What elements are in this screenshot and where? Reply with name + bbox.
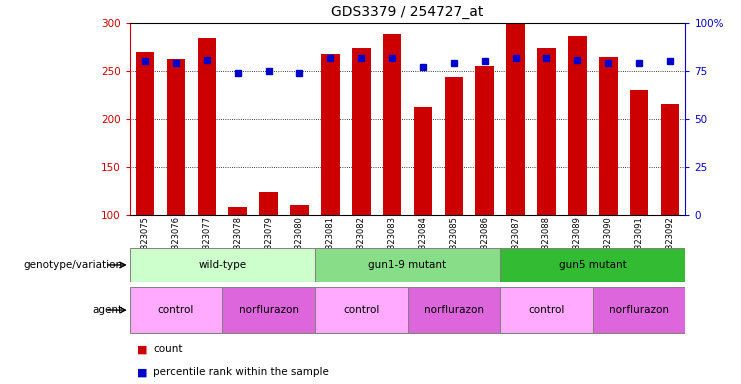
Text: genotype/variation: genotype/variation <box>23 260 122 270</box>
Text: control: control <box>158 305 194 315</box>
Bar <box>130 287 222 333</box>
Bar <box>500 248 685 281</box>
Bar <box>599 56 617 215</box>
Bar <box>413 107 432 215</box>
Bar <box>315 287 408 333</box>
Bar <box>568 36 587 215</box>
Bar <box>476 66 494 215</box>
Bar <box>352 48 370 215</box>
Title: GDS3379 / 254727_at: GDS3379 / 254727_at <box>331 5 484 19</box>
Text: agent: agent <box>92 305 122 315</box>
Bar <box>228 207 247 215</box>
Text: norflurazon: norflurazon <box>424 305 484 315</box>
Text: control: control <box>528 305 565 315</box>
Bar <box>259 192 278 215</box>
Bar <box>130 248 315 281</box>
Bar <box>321 54 339 215</box>
Bar <box>445 77 463 215</box>
Bar <box>383 34 402 215</box>
Bar <box>136 52 154 215</box>
Bar <box>506 23 525 215</box>
Bar <box>290 205 309 215</box>
Text: gun1-9 mutant: gun1-9 mutant <box>368 260 447 270</box>
Text: norflurazon: norflurazon <box>609 305 669 315</box>
Bar <box>661 104 679 215</box>
Text: ■: ■ <box>137 367 147 377</box>
Bar <box>630 90 648 215</box>
Text: percentile rank within the sample: percentile rank within the sample <box>153 367 329 377</box>
Text: wild-type: wild-type <box>199 260 246 270</box>
Bar <box>198 38 216 215</box>
Bar <box>315 248 500 281</box>
Bar <box>593 287 685 333</box>
Bar <box>408 287 500 333</box>
Text: control: control <box>343 305 379 315</box>
Text: count: count <box>153 344 183 354</box>
Text: norflurazon: norflurazon <box>239 305 299 315</box>
Text: ■: ■ <box>137 344 147 354</box>
Bar <box>500 287 593 333</box>
Text: gun5 mutant: gun5 mutant <box>559 260 627 270</box>
Bar <box>167 59 185 215</box>
Bar <box>537 48 556 215</box>
Bar <box>222 287 315 333</box>
